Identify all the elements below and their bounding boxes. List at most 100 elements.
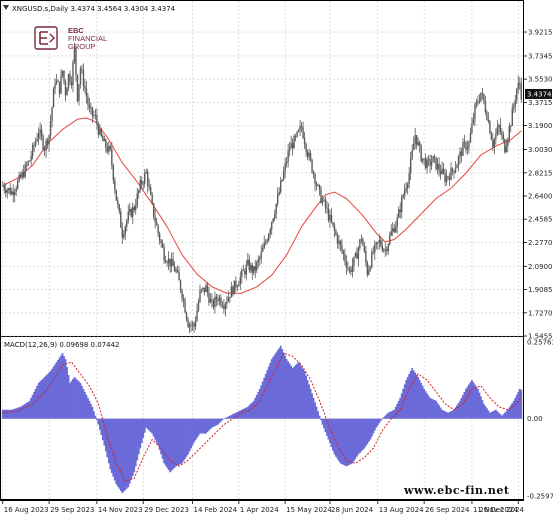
macd-bar — [116, 418, 119, 487]
candle-body — [96, 115, 98, 125]
macd-bar — [474, 384, 476, 419]
macd-bar — [348, 418, 351, 465]
macd-bar — [361, 418, 364, 450]
candle-body — [489, 121, 491, 134]
candle-body — [63, 70, 65, 82]
macd-bar — [209, 418, 212, 430]
macd-bar — [373, 418, 376, 431]
macd-bar — [139, 418, 142, 449]
macd-bar — [18, 407, 21, 419]
candle-body — [471, 123, 473, 134]
macd-bar — [279, 345, 282, 419]
macd-bar — [421, 385, 424, 419]
candle-body — [302, 127, 304, 138]
macd-bar — [460, 397, 463, 419]
macd-bar — [188, 418, 191, 452]
macd-bar — [338, 418, 340, 462]
macd-bar — [4, 409, 7, 419]
macd-bar — [70, 380, 73, 419]
price-tick-label: 3.9215 — [528, 29, 553, 37]
candle-body — [306, 151, 309, 157]
candle-body — [142, 183, 144, 185]
candle-body — [303, 137, 306, 144]
macd-bar — [414, 372, 417, 419]
macd-bar — [270, 359, 273, 419]
macd-bar — [200, 418, 203, 434]
macd-bar — [217, 418, 219, 425]
macd-bar — [396, 403, 399, 419]
macd-bar — [293, 366, 296, 419]
candle-body — [6, 189, 8, 193]
time-tick-label: 26 Dec 2024 — [479, 506, 524, 514]
candle-body — [118, 204, 120, 212]
macd-bar — [130, 418, 133, 480]
macd-bar — [215, 418, 218, 426]
price-tick-label: 3.1900 — [528, 122, 553, 130]
candle-body — [420, 145, 422, 162]
macd-bar — [28, 400, 31, 419]
macd-bar — [384, 415, 387, 419]
candle-body — [441, 168, 443, 175]
macd-bar — [303, 371, 306, 419]
candle-body — [372, 251, 375, 253]
macd-bar — [146, 418, 149, 430]
candle-body — [344, 254, 346, 262]
macd-bar — [173, 418, 176, 468]
candle-body — [72, 62, 74, 86]
candle-body — [275, 203, 277, 215]
macd-bar — [197, 418, 200, 436]
candle-body — [450, 168, 452, 180]
candlestick-series[interactable] — [2, 42, 522, 334]
candle-body — [480, 92, 482, 101]
candle-body — [436, 163, 439, 170]
macd-bar — [230, 414, 233, 419]
candle-body — [377, 242, 379, 244]
macd-bar — [360, 418, 363, 452]
candle-body — [224, 303, 227, 310]
symbol-info: XNGUSD.s,Daily 3.4374 3.4564 3.4304 3.43… — [12, 5, 176, 13]
candle-body — [384, 249, 386, 251]
macd-bar — [472, 382, 475, 419]
macd-bar — [175, 418, 177, 467]
candle-body — [133, 207, 135, 211]
candle-body — [66, 88, 68, 96]
dropdown-triangle-icon[interactable] — [3, 5, 9, 10]
candle-body — [200, 289, 203, 291]
candle-body — [160, 240, 162, 244]
candle-body — [405, 187, 407, 191]
macd-bar — [97, 418, 100, 425]
candle-body — [124, 226, 126, 235]
macd-bar — [442, 410, 445, 419]
candle-body — [454, 168, 457, 173]
candle-body — [2, 185, 4, 187]
moving-average-layer — [2, 117, 522, 294]
macd-bar — [342, 418, 345, 465]
candle-body — [102, 135, 104, 142]
macd-bar — [391, 410, 394, 419]
candle-body — [11, 191, 13, 195]
macd-bar — [450, 411, 452, 419]
candle-body — [175, 269, 177, 272]
macd-bar — [269, 362, 272, 419]
macd-bar — [367, 418, 370, 442]
candle-body — [149, 187, 152, 195]
candle-body — [374, 244, 376, 253]
candle-body — [75, 47, 77, 75]
macd-bar — [358, 418, 361, 453]
macd-bar — [382, 417, 385, 419]
macd-bar — [426, 393, 429, 419]
current-price-label: 3.4374 — [527, 90, 552, 98]
macd-bar — [208, 418, 210, 431]
logo-mark-icon — [34, 26, 58, 50]
candle-body — [132, 207, 134, 217]
candle-body — [290, 143, 292, 149]
candle-body — [415, 135, 418, 145]
candle-body — [151, 194, 153, 204]
macd-bar — [397, 400, 400, 419]
moving-average-line — [2, 117, 522, 294]
price-tick-label: 1.7270 — [528, 309, 553, 317]
candle-body — [114, 180, 116, 190]
macd-bar — [308, 384, 310, 419]
macd-bar — [478, 392, 481, 419]
candle-body — [158, 233, 161, 241]
